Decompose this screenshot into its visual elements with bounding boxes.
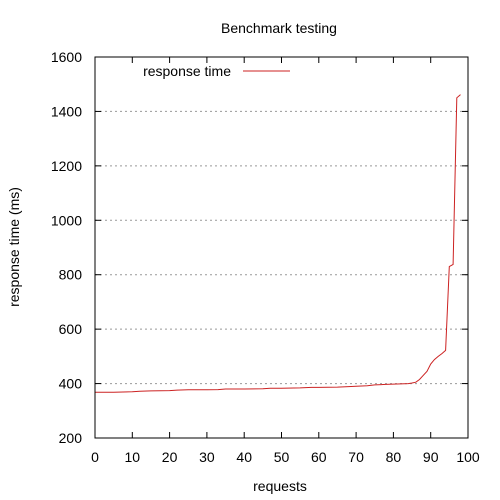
y-tick-label: 1200 <box>51 158 82 174</box>
y-tick-labels: 200 400 600 800 1000 1200 1400 1600 <box>51 49 82 446</box>
legend: response time <box>143 63 290 79</box>
x-tick-labels: 0 10 20 30 40 50 60 70 80 90 100 <box>91 449 480 465</box>
y-tick-label: 600 <box>59 321 83 337</box>
x-tick-label: 0 <box>91 449 99 465</box>
legend-label: response time <box>143 63 231 79</box>
plot-frame <box>94 56 469 439</box>
y-tick-label: 800 <box>59 267 83 283</box>
x-tick-label: 70 <box>348 449 364 465</box>
x-tick-label: 100 <box>456 449 480 465</box>
x-tick-label: 50 <box>274 449 290 465</box>
chart-title: Benchmark testing <box>221 20 337 36</box>
x-axis-label: requests <box>253 478 307 494</box>
y-tick-label: 1000 <box>51 212 82 228</box>
y-axis-label: response time (ms) <box>6 187 22 307</box>
x-tick-label: 60 <box>311 449 327 465</box>
x-tick-label: 10 <box>125 449 141 465</box>
y-tick-label: 400 <box>59 376 83 392</box>
x-tick-label: 20 <box>162 449 178 465</box>
y-tick-label: 1600 <box>51 49 82 65</box>
x-tick-label: 30 <box>199 449 215 465</box>
axis-ticks <box>94 56 469 439</box>
series-line-0 <box>95 94 461 393</box>
x-tick-label: 90 <box>423 449 439 465</box>
y-tick-label: 1400 <box>51 103 82 119</box>
series-layer <box>95 94 461 393</box>
x-tick-label: 80 <box>386 449 402 465</box>
x-tick-label: 40 <box>236 449 252 465</box>
grid-lines <box>95 110 468 385</box>
y-tick-label: 200 <box>59 430 83 446</box>
